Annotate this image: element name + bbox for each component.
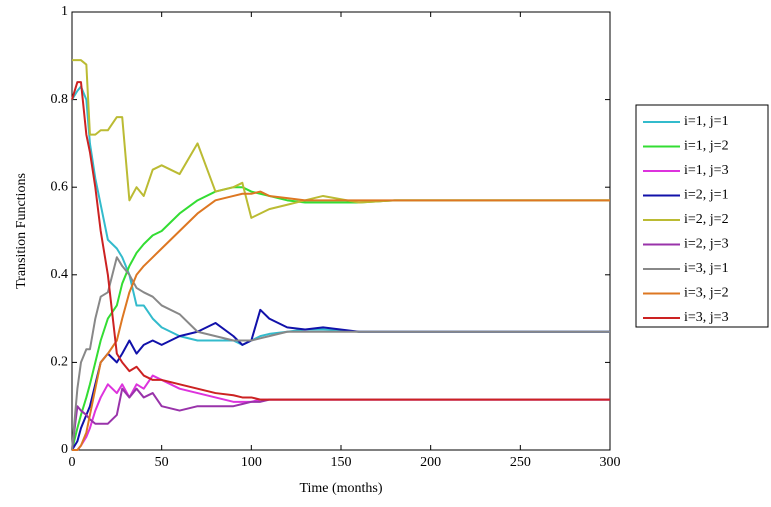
x-tick-label: 150 — [331, 455, 352, 470]
x-tick-label: 300 — [600, 455, 621, 470]
y-axis-label: Transition Functions — [14, 173, 29, 289]
y-tick-label: 0 — [61, 442, 68, 457]
series-line — [71, 387, 610, 451]
series-line — [71, 85, 610, 346]
legend-label: i=3, j=3 — [684, 310, 729, 325]
series-line — [72, 190, 610, 451]
y-tick-label: 0.4 — [51, 267, 69, 282]
y-tick-label: 1 — [61, 4, 68, 19]
x-tick-label: 200 — [420, 455, 441, 470]
legend-label: i=3, j=1 — [684, 261, 729, 276]
legend-label: i=1, j=1 — [684, 114, 729, 129]
legend-label: i=2, j=2 — [684, 212, 729, 227]
x-tick-label: 0 — [69, 455, 76, 470]
legend-label: i=3, j=2 — [684, 286, 729, 301]
series-line — [72, 374, 610, 451]
y-tick-label: 0.8 — [51, 92, 69, 107]
x-tick-label: 100 — [241, 455, 262, 470]
x-axis-label: Time (months) — [299, 481, 382, 496]
legend-box — [635, 104, 769, 328]
legend-label: i=1, j=2 — [684, 139, 729, 154]
legend-label: i=2, j=3 — [684, 237, 729, 252]
y-tick-label: 0.2 — [51, 355, 69, 370]
series-line — [71, 256, 610, 451]
series-line — [72, 59, 610, 219]
series-line — [71, 186, 610, 451]
legend-label: i=2, j=1 — [684, 188, 729, 203]
x-tick-label: 250 — [510, 455, 531, 470]
y-tick-label: 0.6 — [51, 179, 69, 194]
plot-frame — [71, 11, 611, 451]
series-line — [71, 81, 610, 401]
legend-label: i=1, j=3 — [684, 163, 729, 178]
x-tick-label: 50 — [155, 455, 169, 470]
